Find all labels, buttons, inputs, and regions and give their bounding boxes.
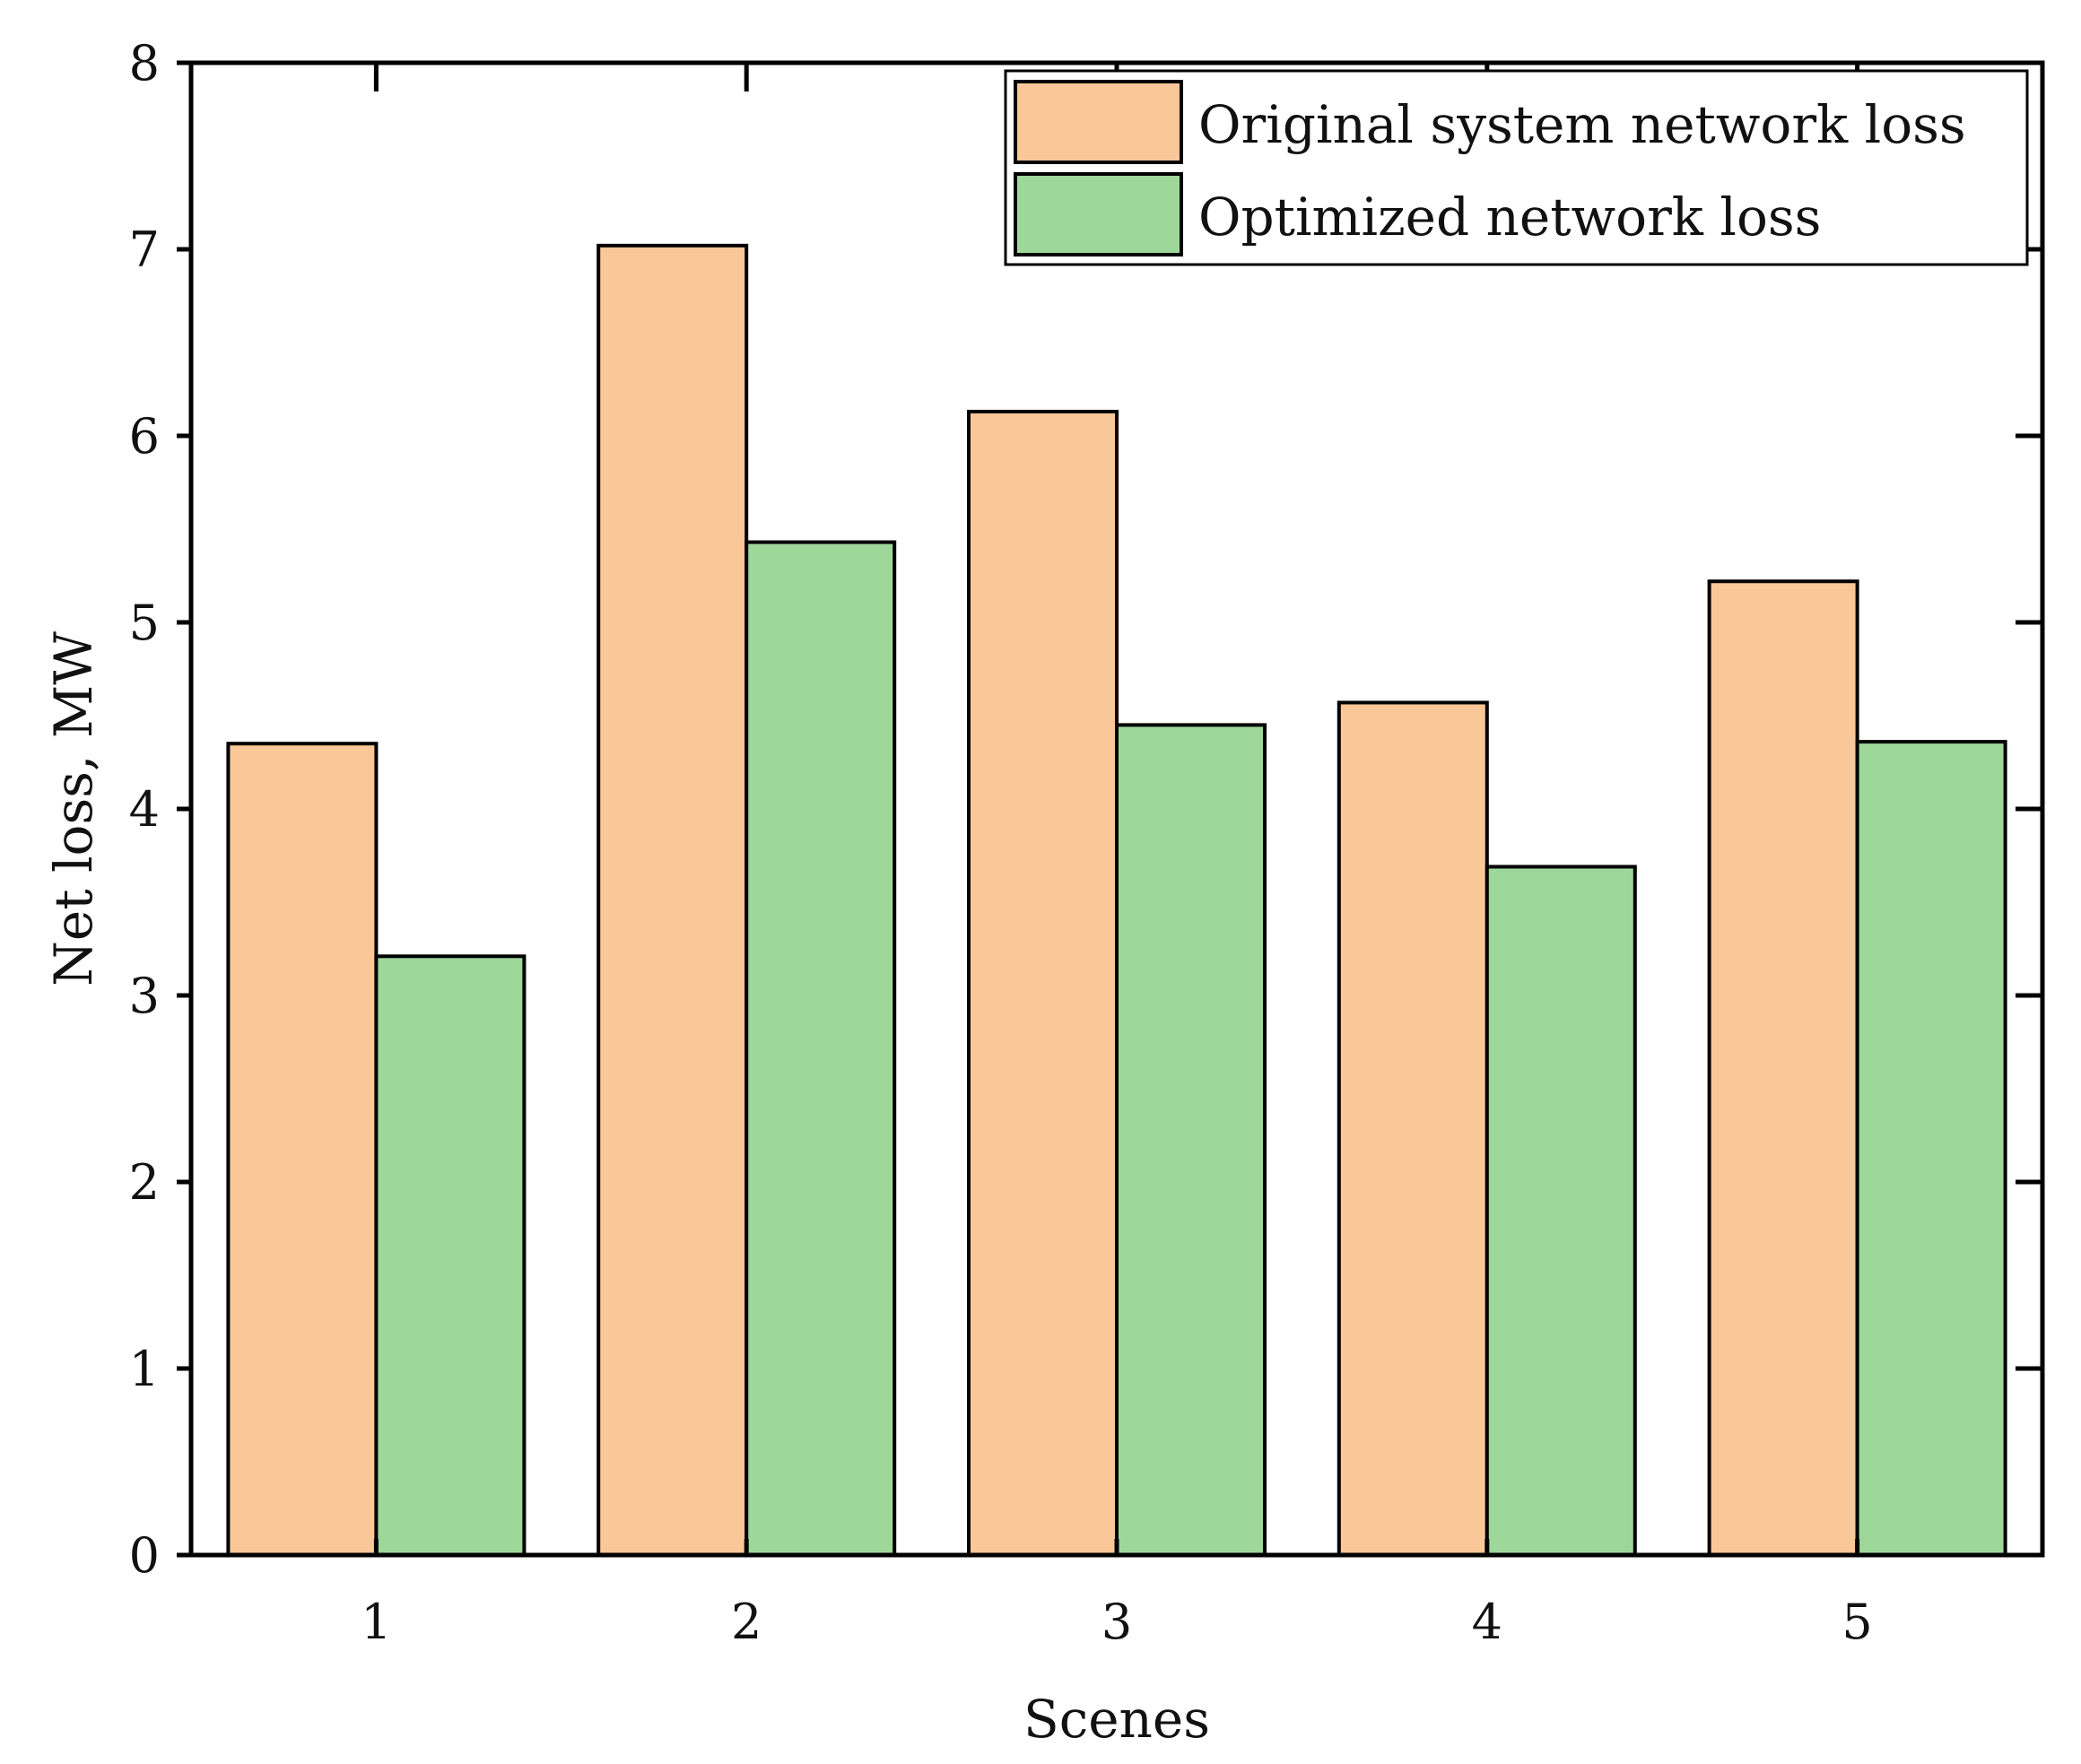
bar-original-scene-3 xyxy=(967,409,1119,1558)
bar-original-scene-5 xyxy=(1707,579,1859,1557)
y-tick-label: 1 xyxy=(129,1341,160,1397)
x-tick-label: 5 xyxy=(1842,1594,1872,1650)
x-tick-label: 4 xyxy=(1472,1594,1502,1650)
x-tick-label: 2 xyxy=(731,1594,762,1650)
bar-original-scene-4 xyxy=(1337,700,1489,1557)
y-tick-label: 3 xyxy=(129,968,160,1024)
bar-original-scene-1 xyxy=(226,742,379,1557)
y-axis-title: Net loss, MW xyxy=(43,631,104,986)
bar-optimized-scene-5 xyxy=(1855,740,2007,1557)
legend-label-original: Original system network loss xyxy=(1198,94,1966,155)
bar-optimized-scene-3 xyxy=(1115,723,1267,1557)
y-tick-label: 0 xyxy=(129,1527,160,1584)
bar-optimized-scene-2 xyxy=(744,540,897,1557)
legend-label-optimized: Optimized network loss xyxy=(1198,187,1821,248)
bar-optimized-scene-1 xyxy=(374,954,527,1557)
y-tick-label: 5 xyxy=(129,595,160,651)
legend: Original system network loss Optimized n… xyxy=(1004,69,2029,266)
legend-swatch-optimized xyxy=(1014,172,1183,256)
y-tick-label: 7 xyxy=(129,222,160,278)
y-tick-label: 6 xyxy=(129,408,160,465)
x-tick-label: 3 xyxy=(1101,1594,1132,1650)
y-tick-label: 2 xyxy=(129,1154,160,1211)
bars-layer xyxy=(226,243,2007,1558)
y-tick-label: 8 xyxy=(129,35,160,91)
y-tick-label: 4 xyxy=(129,781,160,838)
bar-optimized-scene-4 xyxy=(1485,865,1637,1557)
labels-layer: 1 2 3 4 5 0 1 2 3 4 5 6 7 8 xyxy=(129,35,1873,1650)
bar-original-scene-2 xyxy=(596,243,749,1558)
plot-frame xyxy=(188,60,2045,1558)
x-axis-title: Scenes xyxy=(1023,1689,1210,1750)
x-tick-label: 1 xyxy=(361,1594,391,1650)
legend-swatch-original xyxy=(1014,80,1183,164)
